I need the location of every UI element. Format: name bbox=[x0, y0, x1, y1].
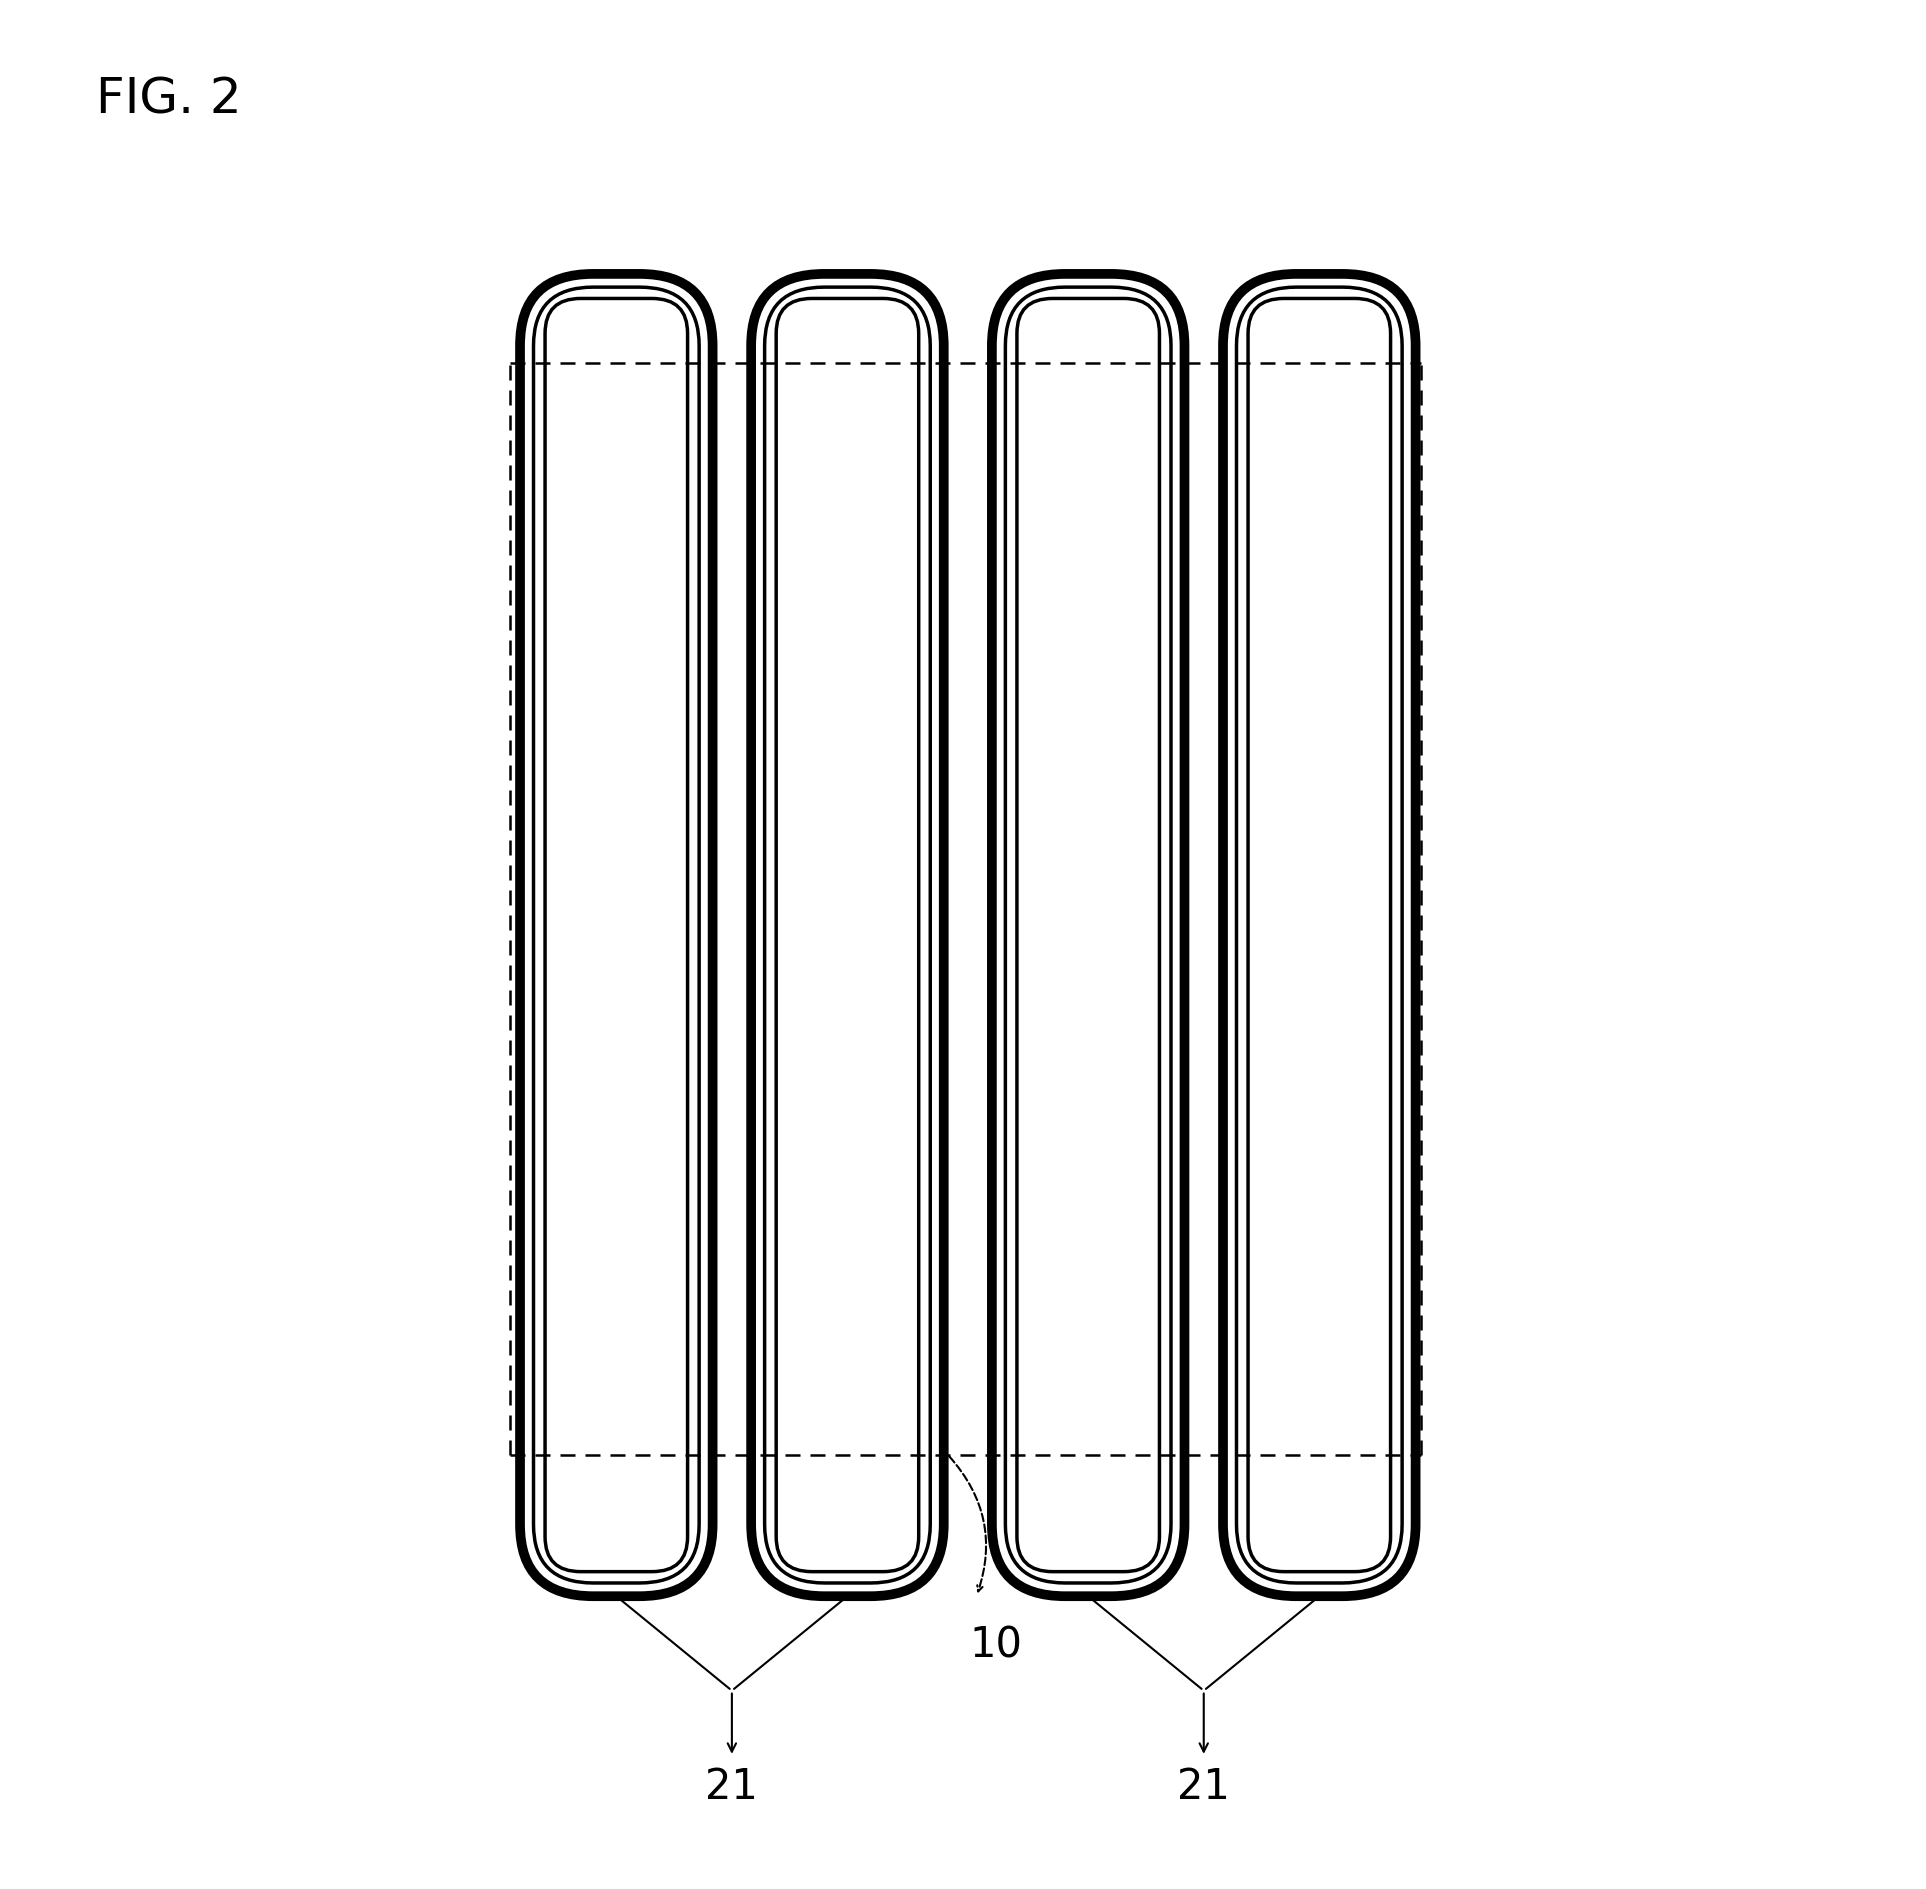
Text: 21: 21 bbox=[1177, 1766, 1231, 1808]
Text: 21: 21 bbox=[705, 1766, 759, 1808]
FancyBboxPatch shape bbox=[1223, 274, 1416, 1596]
FancyBboxPatch shape bbox=[520, 274, 713, 1596]
Text: FIG. 2: FIG. 2 bbox=[96, 76, 243, 123]
Text: 10: 10 bbox=[969, 1625, 1023, 1666]
FancyBboxPatch shape bbox=[751, 274, 944, 1596]
FancyBboxPatch shape bbox=[992, 274, 1184, 1596]
